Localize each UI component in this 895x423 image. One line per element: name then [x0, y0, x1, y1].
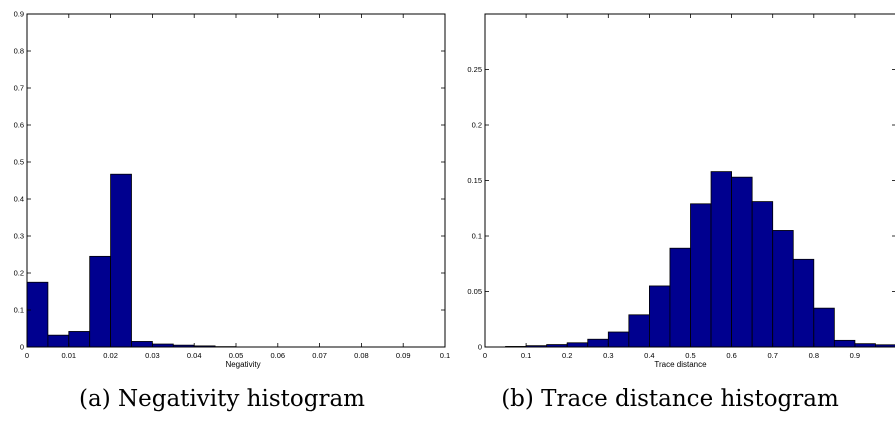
x-tick-label: 0: [25, 351, 29, 360]
y-tick-label: 0.1: [472, 232, 482, 241]
histogram-bar: [68, 331, 91, 348]
y-tick-label: 0.5: [14, 158, 24, 167]
x-tick-label: 0.01: [61, 351, 76, 360]
x-tick-label: 0.6: [726, 351, 736, 360]
histogram-bar: [833, 339, 856, 348]
x-tick-label: 0.7: [767, 351, 777, 360]
y-tick-label: 0.2: [472, 121, 482, 130]
x-tick-label: 0.06: [270, 351, 285, 360]
histogram-bar: [628, 314, 650, 348]
x-axis-label: Trace distance: [654, 360, 707, 369]
y-tick-label: 0.15: [467, 176, 482, 185]
x-tick-label: 0: [483, 351, 487, 360]
negativity-histogram-panel: 0 0.01 0.02 0.03 0.04 0.05 0.06 0.07 0.08 0.09 0.1…: [14, 10, 451, 370]
histogram-bar: [649, 285, 671, 348]
x-tick-label: 0.04: [187, 351, 202, 360]
histogram-bar: [669, 247, 691, 348]
x-tick-label: 0.3: [603, 351, 613, 360]
caption-negativity-histogram: (a) Negativity histogram: [79, 386, 365, 412]
y-tick-label: 0.25: [467, 65, 482, 74]
histogram-bar: [710, 171, 732, 348]
y-tick-label: 0.4: [14, 195, 24, 204]
x-tick-label: 0.02: [103, 351, 118, 360]
x-tick-label: 0.5: [685, 351, 695, 360]
y-tick-label: 0.05: [467, 287, 482, 296]
y-tick-label: 0.9: [14, 10, 24, 19]
x-axis-label: Negativity: [225, 360, 260, 369]
y-tick-label: 0.7: [14, 84, 24, 93]
x-tick-label: 0.03: [145, 351, 160, 360]
x-tick-label: 0.09: [396, 351, 411, 360]
x-tick-label: 0.2: [562, 351, 572, 360]
y-tick-label: 0.8: [14, 47, 24, 56]
y-tick-label: 0: [478, 343, 482, 352]
histogram-bar: [792, 258, 815, 348]
y-tick-label: 0: [20, 343, 24, 352]
histogram-bar: [26, 281, 49, 348]
x-tick-label: 0.08: [354, 351, 369, 360]
caption-trace-distance-histogram: (b) Trace distance histogram: [501, 386, 839, 412]
y-tick-label: 0.1: [14, 306, 24, 315]
x-tick-label: 0.4: [644, 351, 654, 360]
histogram-bar: [587, 338, 609, 348]
y-tick-label: 0.3: [14, 232, 24, 241]
histogram-bar: [731, 176, 753, 348]
x-tick-label: 0.8: [809, 351, 819, 360]
x-tick-label: 0.1: [440, 351, 450, 360]
histogram-bar: [751, 201, 774, 348]
histogram-bar: [772, 230, 794, 348]
x-tick-label: 0.1: [521, 351, 531, 360]
y-tick-label: 0.6: [14, 121, 24, 130]
histogram-bar: [607, 331, 630, 348]
histogram-bar: [89, 255, 111, 348]
y-tick-label: 0.2: [14, 269, 24, 278]
histogram-bar: [566, 342, 589, 348]
histogram-bar: [131, 341, 153, 348]
histogram-bar: [47, 334, 70, 348]
x-tick-label: 0.05: [229, 351, 244, 360]
histogram-bar: [813, 307, 835, 348]
histogram-bar: [690, 203, 712, 348]
x-tick-label: 0.07: [312, 351, 327, 360]
x-tick-label: 0.9: [850, 351, 860, 360]
trace-distance-histogram-panel: 0 0.1 0.2 0.3 0.4 0.5 0.6 0.7 0.8 0.9 0 0.05 0.1 0.15…: [467, 13, 895, 369]
histogram-bar: [110, 173, 132, 348]
